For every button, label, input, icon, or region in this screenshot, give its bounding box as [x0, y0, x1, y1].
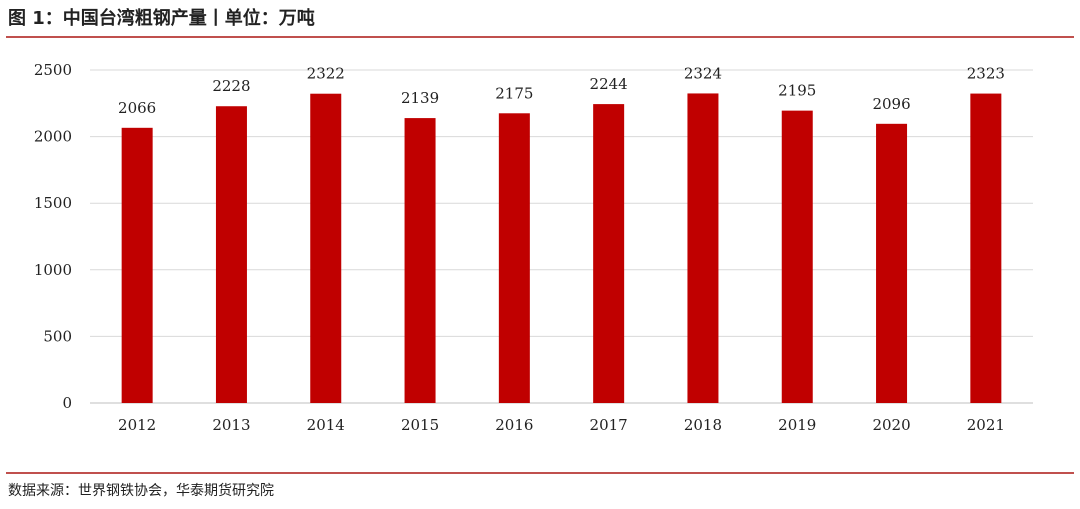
bar-2018: [687, 93, 719, 403]
data-label-2017: 2244: [590, 75, 628, 93]
data-label-2014: 2322: [307, 65, 345, 83]
bar-chart: 2066 2228 2322 2139 2175 2244 2324 2195 2096 2323…: [34, 61, 1033, 434]
bars: [121, 93, 1002, 404]
data-label-2019: 2195: [778, 82, 816, 100]
bar-2014: [310, 93, 342, 404]
y-tick-label: 0: [62, 394, 72, 412]
y-tick-label: 2500: [34, 61, 72, 79]
x-tick-label-2014: 2014: [307, 416, 345, 434]
source-note: 数据来源：世界钢铁协会，华泰期货研究院: [8, 483, 274, 499]
x-tick-label-2021: 2021: [967, 416, 1005, 434]
x-tick-label-2020: 2020: [872, 416, 910, 434]
bar-2012: [121, 127, 153, 403]
y-tick-label: 2000: [34, 128, 72, 146]
bar-2020: [876, 123, 908, 403]
bar-2013: [215, 106, 247, 403]
data-label-2016: 2175: [495, 84, 533, 102]
x-tick-label-2013: 2013: [212, 416, 250, 434]
data-labels: 2066 2228 2322 2139 2175 2244 2324 2195 2096 2323: [118, 64, 1005, 116]
data-label-2013: 2228: [212, 77, 250, 95]
x-tick-label-2012: 2012: [118, 416, 156, 434]
data-label-2021: 2323: [967, 65, 1005, 83]
x-axis-ticks: 2012 2013 2014 2015 2016 2017 2018 2019 2020 2021: [118, 416, 1005, 434]
source-divider: [6, 472, 1074, 474]
y-tick-label: 1500: [34, 194, 72, 212]
x-tick-label-2016: 2016: [495, 416, 533, 434]
y-tick-label: 500: [43, 327, 72, 345]
y-tick-label: 1000: [34, 261, 72, 279]
figure-title: 图 1：中国台湾粗钢产量丨单位：万吨: [8, 8, 315, 29]
bar-2016: [498, 113, 530, 403]
data-label-2015: 2139: [401, 89, 439, 107]
data-label-2018: 2324: [684, 64, 722, 82]
data-label-2020: 2096: [872, 95, 910, 113]
x-tick-label-2018: 2018: [684, 416, 722, 434]
data-label-2012: 2066: [118, 99, 156, 117]
bar-2017: [593, 104, 625, 404]
x-tick-label-2015: 2015: [401, 416, 439, 434]
x-tick-label-2019: 2019: [778, 416, 816, 434]
x-tick-label-2017: 2017: [590, 416, 628, 434]
y-axis-ticks: 0 500 1000 1500 2000 2500: [34, 61, 72, 412]
bar-2015: [404, 118, 436, 403]
bar-2019: [781, 110, 813, 403]
bar-2021: [970, 93, 1002, 403]
grid-lines: [90, 69, 1033, 404]
title-divider: [6, 36, 1074, 38]
